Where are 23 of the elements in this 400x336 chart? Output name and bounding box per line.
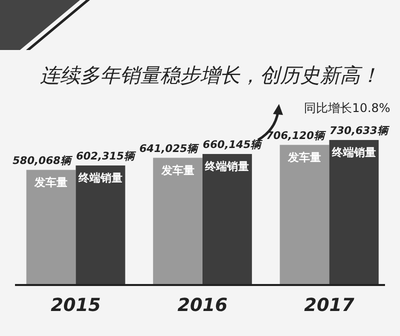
text: 同比增长10.8% bbox=[304, 101, 390, 115]
data-label: 706,120辆 bbox=[266, 130, 327, 142]
bar bbox=[329, 140, 379, 285]
x-tick-label: 2016 bbox=[177, 295, 228, 316]
bar bbox=[280, 144, 330, 285]
chart-title: 连续多年销量稳步增长，创历史新高！ bbox=[40, 63, 380, 87]
text: 发车量 bbox=[161, 164, 194, 177]
x-tick-label: 2017 bbox=[304, 295, 355, 316]
text: 发车量 bbox=[288, 150, 322, 164]
bar bbox=[76, 165, 126, 285]
data-label: 641,025辆 bbox=[139, 142, 200, 155]
bar bbox=[26, 170, 76, 285]
bar bbox=[153, 158, 202, 285]
x-tick-label: 2015 bbox=[50, 295, 101, 316]
text: 终端销量 bbox=[205, 160, 250, 173]
bar bbox=[202, 154, 252, 285]
series-label: 发车量 bbox=[34, 176, 68, 189]
text: 终端销量 bbox=[332, 146, 376, 159]
data-label: 660,145辆 bbox=[202, 138, 264, 151]
series-label: 终端销量 bbox=[77, 171, 122, 184]
data-label: 580,068辆 bbox=[12, 154, 74, 167]
data-label: 602,315辆 bbox=[76, 150, 137, 162]
data-label: 730,633辆 bbox=[330, 125, 390, 137]
